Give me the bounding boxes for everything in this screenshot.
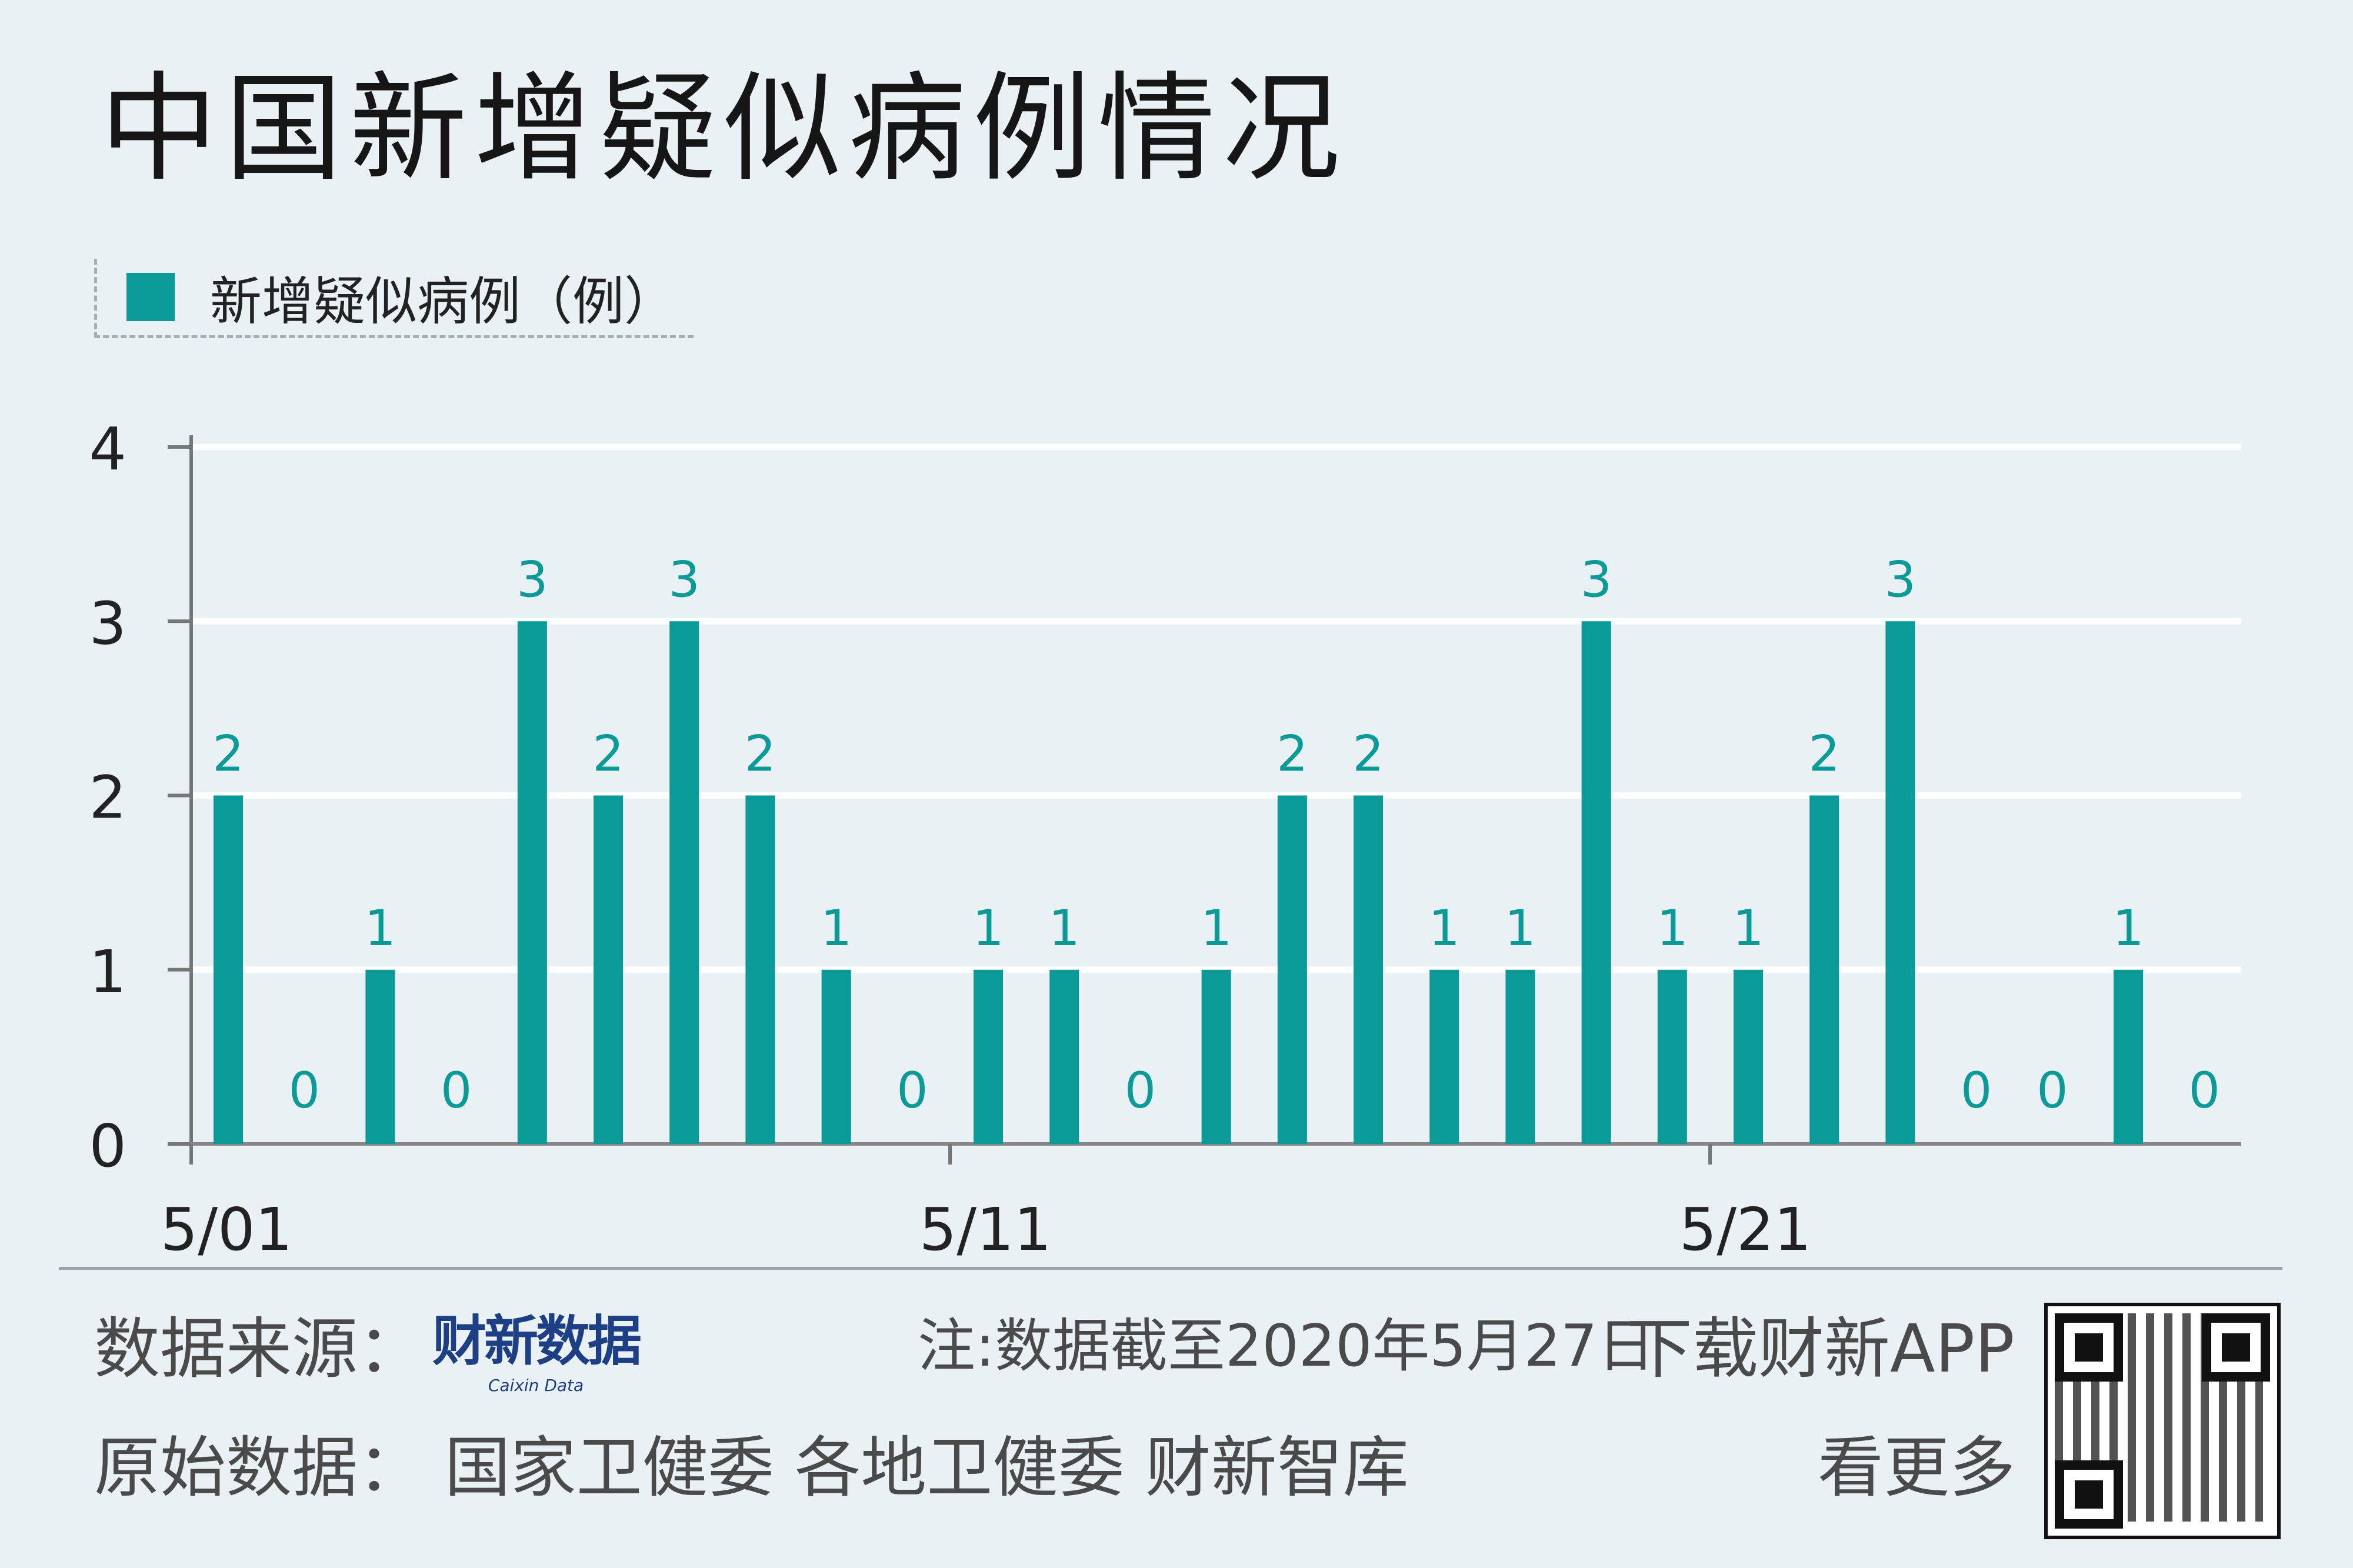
data-note: 注:数据截至2020年5月27日 <box>918 1313 1655 1380</box>
data-label: 1 <box>821 899 852 957</box>
y-tick-label: 0 <box>89 1112 126 1180</box>
data-label: 0 <box>896 1062 928 1119</box>
qr-finder <box>2055 1460 2123 1529</box>
see-more-text: 看更多 <box>1818 1430 2015 1506</box>
data-label: 0 <box>288 1062 319 1119</box>
bar <box>1277 795 1307 1144</box>
source-label: 数据来源： <box>94 1311 424 1387</box>
bar <box>517 621 547 1144</box>
bar <box>594 795 623 1144</box>
data-label: 1 <box>2112 899 2144 957</box>
bar <box>1885 621 1915 1144</box>
data-label: 2 <box>1808 725 1839 783</box>
bar <box>1581 621 1611 1144</box>
data-label: 1 <box>365 899 396 957</box>
caixin-data-logo: 财新数据 Caixin Data <box>432 1310 642 1396</box>
brand-name-en: Caixin Data <box>488 1376 584 1395</box>
chart-title: 中国新增疑似病例情况 <box>100 61 1348 198</box>
data-label: 2 <box>212 725 244 783</box>
data-label: 2 <box>592 725 624 783</box>
data-label: 1 <box>1048 899 1079 957</box>
data-label: 1 <box>972 899 1004 957</box>
data-label: 0 <box>2037 1062 2068 1119</box>
origin-data: 原始数据： 国家卫健委 各地卫健委 财新智库 <box>94 1430 1409 1506</box>
bar <box>669 621 699 1144</box>
bar <box>1505 969 1535 1144</box>
legend: 新增疑似病例（例） <box>94 259 694 338</box>
qr-code[interactable] <box>2044 1303 2281 1539</box>
bar <box>1201 969 1231 1144</box>
bar <box>821 969 851 1144</box>
data-label: 1 <box>1505 899 1536 957</box>
qr-finder <box>2202 1313 2270 1382</box>
x-tick-label: 5/11 <box>919 1195 1052 1264</box>
x-tick-label: 5/21 <box>1679 1195 1812 1264</box>
y-tick-label: 4 <box>89 415 126 483</box>
data-label: 3 <box>516 551 548 608</box>
bar <box>1429 969 1459 1144</box>
data-label: 0 <box>2188 1062 2219 1119</box>
download-app-text: 下载财新APP <box>1627 1311 2015 1387</box>
data-label: 0 <box>1125 1062 1156 1119</box>
bar <box>214 795 243 1144</box>
bar <box>1734 969 1763 1144</box>
y-tick-label: 1 <box>89 938 126 1006</box>
legend-swatch <box>126 273 175 321</box>
footer-divider <box>59 1267 2282 1270</box>
data-label: 1 <box>1657 899 1688 957</box>
qr-finder <box>2055 1313 2123 1382</box>
bar <box>365 969 395 1144</box>
data-label: 1 <box>1201 899 1232 957</box>
data-label: 2 <box>745 725 776 783</box>
bar <box>1809 795 1839 1144</box>
brand-name: 财新数据 <box>432 1310 642 1373</box>
bar <box>1657 969 1687 1144</box>
bar <box>1354 795 1383 1144</box>
data-label: 2 <box>1352 725 1384 783</box>
legend-label: 新增疑似病例（例） <box>210 271 676 332</box>
data-label: 3 <box>668 551 699 608</box>
data-label: 0 <box>1961 1062 1992 1119</box>
data-label: 1 <box>1732 899 1764 957</box>
data-label: 2 <box>1277 725 1308 783</box>
bar <box>974 969 1003 1144</box>
x-tick-label: 5/01 <box>161 1195 293 1264</box>
bar <box>745 795 775 1144</box>
y-tick-label: 2 <box>89 763 126 832</box>
bar <box>2114 969 2143 1144</box>
y-tick-label: 3 <box>89 589 126 658</box>
data-label: 3 <box>1885 551 1916 608</box>
data-label: 3 <box>1581 551 1612 608</box>
bar <box>1049 969 1079 1144</box>
data-label: 0 <box>441 1062 472 1119</box>
data-label: 1 <box>1428 899 1459 957</box>
